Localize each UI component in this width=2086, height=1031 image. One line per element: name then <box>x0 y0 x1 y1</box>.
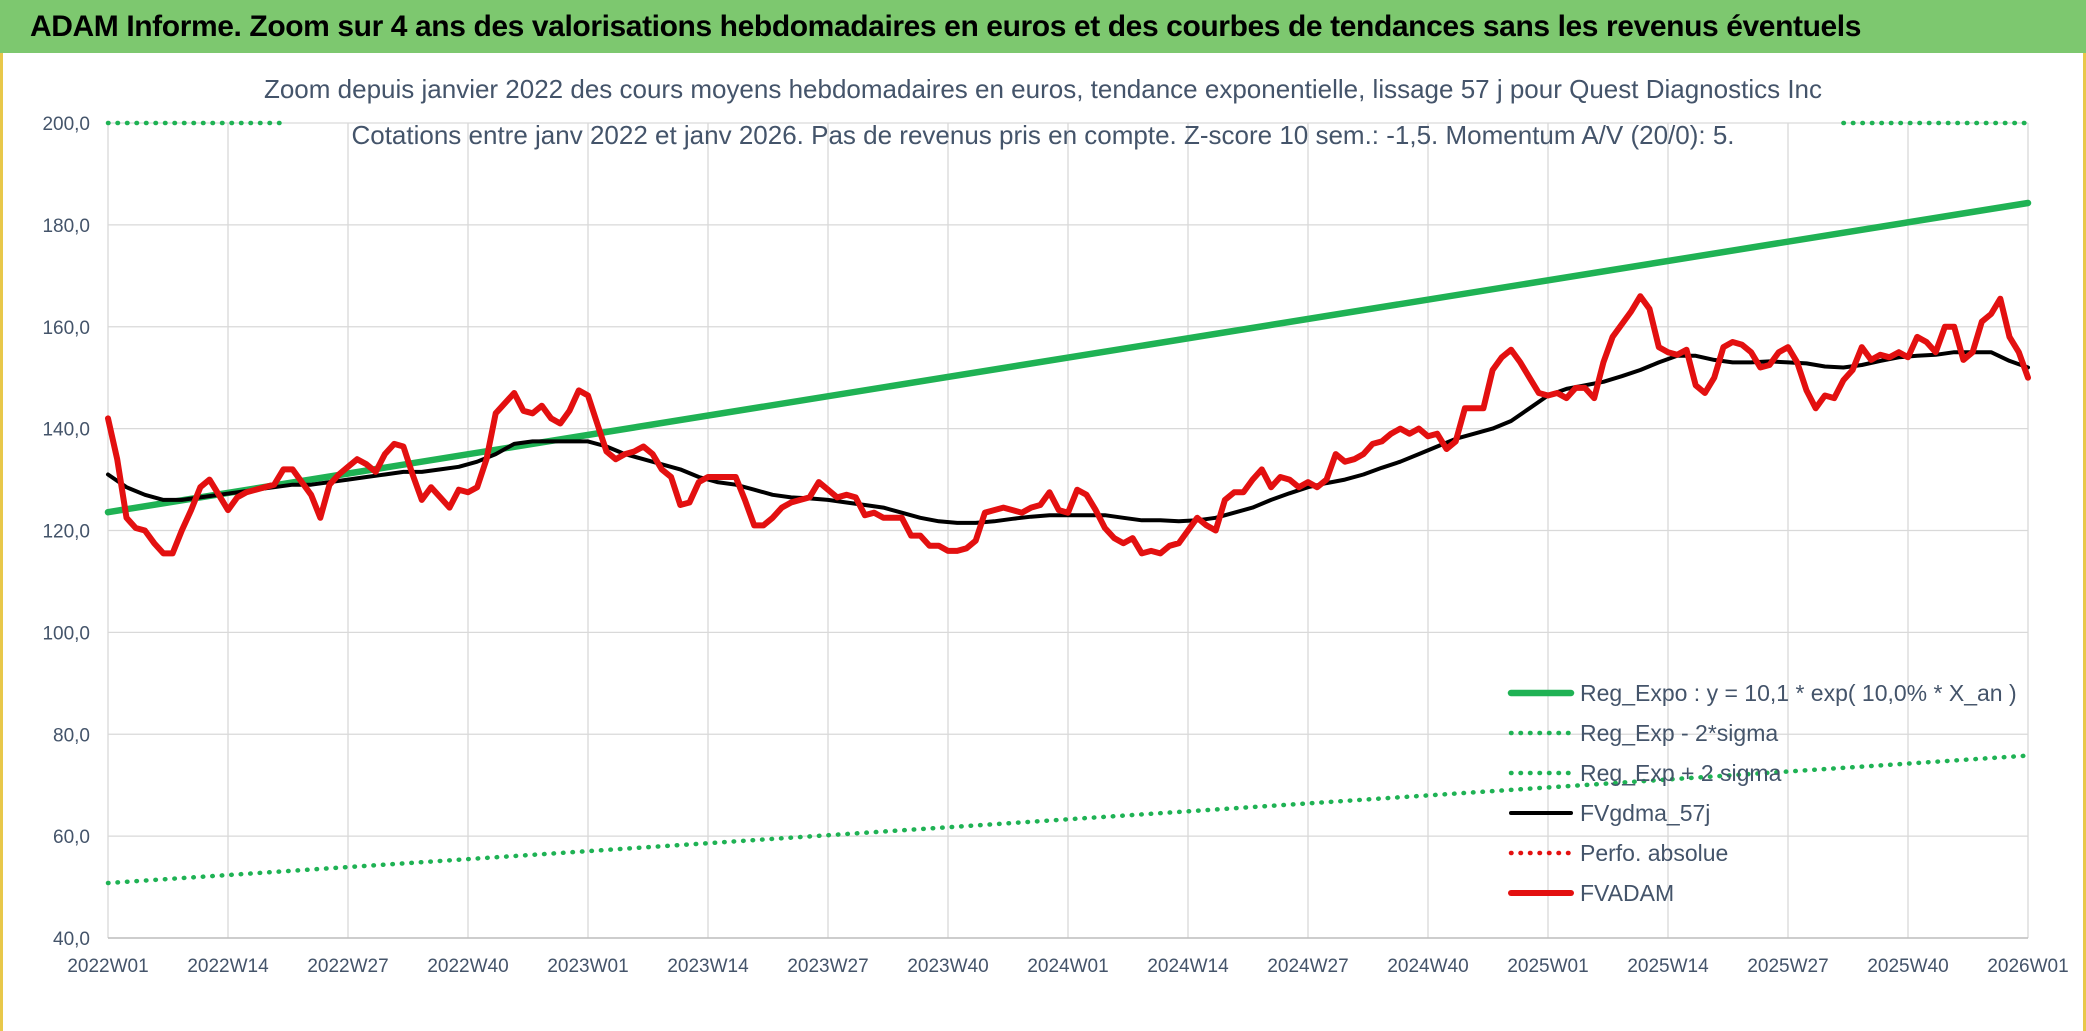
series-line-1 <box>105 753 2031 886</box>
chart-series <box>104 120 2032 886</box>
line-chart: 200,0 180,0 160,0 140,0 120,0 100,0 80,0 60,0 40… <box>42 74 2068 977</box>
x-tick-label: 2024W14 <box>1147 956 1229 977</box>
y-tick-label: 40,0 <box>53 929 90 950</box>
x-tick-label: 2025W40 <box>1867 956 1948 977</box>
x-tick-label: 2022W27 <box>307 956 388 977</box>
y-tick-label: 60,0 <box>53 827 90 848</box>
x-tick-label: 2025W01 <box>1507 956 1588 977</box>
x-tick-label: 2022W14 <box>187 956 269 977</box>
y-tick-label: 120,0 <box>42 522 90 543</box>
x-tick-label: 2023W40 <box>907 956 988 977</box>
y-tick-label: 180,0 <box>42 216 90 237</box>
x-tick-label: 2026W01 <box>1987 956 2068 977</box>
x-tick-label: 2024W27 <box>1267 956 1348 977</box>
x-tick-label: 2022W40 <box>427 956 508 977</box>
series-line-0 <box>104 199 2032 516</box>
chart-legend: Reg_Expo : y = 10,1 * exp( 10,0% * X_an … <box>1507 680 2017 906</box>
chart-grid <box>107 122 2029 939</box>
y-tick-label: 80,0 <box>53 725 90 746</box>
y-tick-label: 140,0 <box>42 420 90 441</box>
report-banner: ADAM Informe. Zoom sur 4 ans des valoris… <box>0 0 2086 53</box>
x-tick-label: 2022W01 <box>67 956 148 977</box>
chart-axes: 200,0 180,0 160,0 140,0 120,0 100,0 80,0 60,0 40… <box>42 114 2068 977</box>
legend-label: Reg_Exp + 2 sigma <box>1580 760 1782 786</box>
chart-subtitle: Cotations entre janv 2022 et janv 2026. … <box>351 120 1734 150</box>
y-tick-label: 200,0 <box>42 114 90 135</box>
legend-label: FVADAM <box>1580 880 1674 906</box>
x-tick-label: 2024W01 <box>1027 956 1108 977</box>
x-tick-label: 2025W27 <box>1747 956 1828 977</box>
legend-label: FVgdma_57j <box>1580 800 1710 826</box>
x-tick-label: 2023W27 <box>787 956 868 977</box>
legend-label: Perfo. absolue <box>1580 840 1728 866</box>
x-tick-label: 2023W14 <box>667 956 749 977</box>
x-tick-label: 2025W14 <box>1627 956 1709 977</box>
y-tick-label: 160,0 <box>42 318 90 339</box>
report-title: ADAM Informe. Zoom sur 4 ans des valoris… <box>30 10 1862 43</box>
x-tick-label: 2024W40 <box>1387 956 1468 977</box>
legend-label: Reg_Expo : y = 10,1 * exp( 10,0% * X_an … <box>1580 680 2017 706</box>
y-tick-label: 100,0 <box>42 623 90 644</box>
x-tick-label: 2023W01 <box>547 956 628 977</box>
chart-frame: 200,0 180,0 160,0 140,0 120,0 100,0 80,0 60,0 40… <box>0 53 2086 1031</box>
legend-label: Reg_Exp - 2*sigma <box>1580 720 1778 746</box>
series-line-5 <box>105 293 2031 557</box>
chart-title: Zoom depuis janvier 2022 des cours moyen… <box>264 74 1822 104</box>
